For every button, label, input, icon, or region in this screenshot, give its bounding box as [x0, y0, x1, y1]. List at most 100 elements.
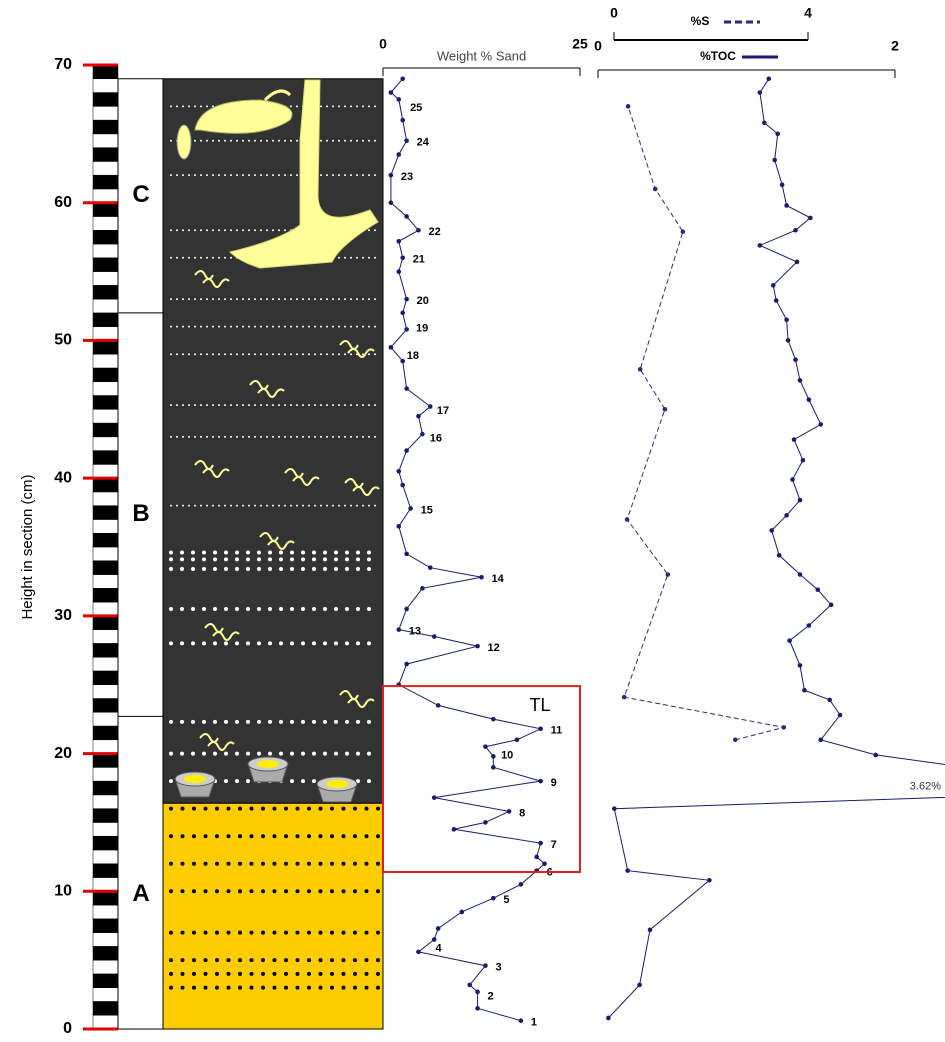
profile-point	[452, 827, 457, 832]
profile-point	[808, 216, 813, 221]
profile-point	[758, 90, 763, 95]
y-tick-label: 10	[54, 883, 72, 900]
profile-point	[428, 565, 433, 570]
profile-point	[818, 738, 823, 743]
profile-point	[666, 572, 671, 577]
profile-point	[507, 809, 512, 814]
profile-point	[792, 437, 797, 442]
ruler-stripe	[93, 850, 118, 864]
ruler-stripe	[93, 120, 118, 134]
sample-label: 2	[488, 990, 494, 1002]
ruler-stripe	[93, 836, 118, 850]
profile-point	[396, 469, 401, 474]
profile-point	[648, 928, 653, 933]
ruler-stripe	[93, 740, 118, 754]
profile-point	[798, 663, 803, 668]
sample-label: 14	[492, 573, 505, 585]
sample-label: 18	[407, 350, 419, 362]
profile-point	[432, 795, 437, 800]
profile-point	[467, 983, 472, 988]
profile-point	[758, 243, 763, 248]
profile-point	[807, 623, 812, 628]
profile-point	[775, 132, 780, 137]
sample-label: 22	[428, 226, 440, 238]
profile-point	[416, 950, 421, 955]
ruler-stripe	[93, 754, 118, 768]
profile-point	[491, 717, 496, 722]
profile-point	[475, 990, 480, 995]
profile-point	[491, 754, 496, 759]
x-tick-label: 0	[610, 5, 618, 21]
profile-point	[408, 506, 413, 511]
profile-point	[774, 298, 779, 303]
profile-point	[786, 338, 791, 343]
ruler-stripe	[93, 919, 118, 933]
profile-point	[638, 367, 643, 372]
profile-point	[762, 121, 767, 126]
profile-point	[420, 586, 425, 591]
profile-point	[787, 638, 792, 643]
profile-point	[491, 765, 496, 770]
ruler-stripe	[93, 299, 118, 313]
profile-point	[400, 76, 405, 81]
ruler-stripe	[93, 340, 118, 354]
profile-point	[790, 477, 795, 482]
ruler-stripe	[93, 946, 118, 960]
profile-point	[389, 90, 394, 95]
unit-label: C	[132, 181, 149, 208]
profile-point	[663, 407, 668, 412]
ruler-stripe	[93, 79, 118, 93]
profile-point	[818, 422, 823, 427]
profile-point	[626, 104, 631, 109]
ruler-stripe	[93, 148, 118, 162]
profile-point	[416, 228, 421, 233]
profile-point	[637, 983, 642, 988]
profile-point	[396, 152, 401, 157]
profile-point	[772, 158, 777, 163]
sample-label: 11	[551, 725, 563, 737]
ruler-stripe	[93, 506, 118, 520]
ruler-stripe	[93, 230, 118, 244]
profile-point	[606, 1016, 611, 1021]
ruler-stripe	[93, 630, 118, 644]
ruler-stripe	[93, 396, 118, 410]
sample-label: 8	[519, 807, 525, 819]
sample-label: 3	[495, 962, 501, 974]
ruler-stripe	[93, 134, 118, 148]
ruler-stripe	[93, 65, 118, 79]
profile-point	[404, 448, 409, 453]
sample-label: 4	[435, 942, 442, 954]
ruler-stripe	[93, 864, 118, 878]
sample-label: 20	[417, 295, 429, 307]
ruler-stripe	[93, 354, 118, 368]
y-tick-label: 20	[54, 745, 72, 762]
profile-point	[777, 553, 782, 558]
ruler-stripe	[93, 781, 118, 795]
sample-label: 21	[413, 254, 425, 266]
profile-point	[784, 203, 789, 208]
ruler-stripe	[93, 905, 118, 919]
ruler-stripe	[93, 891, 118, 905]
x-tick-label: 2	[891, 38, 899, 54]
profile-point	[795, 260, 800, 265]
ruler-stripe	[93, 974, 118, 988]
profile-point	[400, 483, 405, 488]
ruler-stripe	[93, 368, 118, 382]
ruler-stripe	[93, 822, 118, 836]
ruler-stripe	[93, 423, 118, 437]
sample-label: 7	[551, 839, 557, 851]
ruler-stripe	[93, 464, 118, 478]
x-tick-label: 25	[572, 36, 588, 52]
y-axis-title: Height in section (cm)	[19, 474, 36, 619]
profile-point	[400, 359, 405, 364]
ruler-stripe	[93, 588, 118, 602]
profile-point	[838, 713, 843, 718]
sample-label: 23	[401, 171, 413, 183]
legend-label: %S	[691, 14, 710, 28]
profile-point	[416, 414, 421, 419]
profile-point	[404, 214, 409, 219]
profile-point	[625, 868, 630, 873]
ruler-stripe	[93, 533, 118, 547]
ruler-stripe	[93, 409, 118, 423]
profile-point	[515, 738, 520, 743]
